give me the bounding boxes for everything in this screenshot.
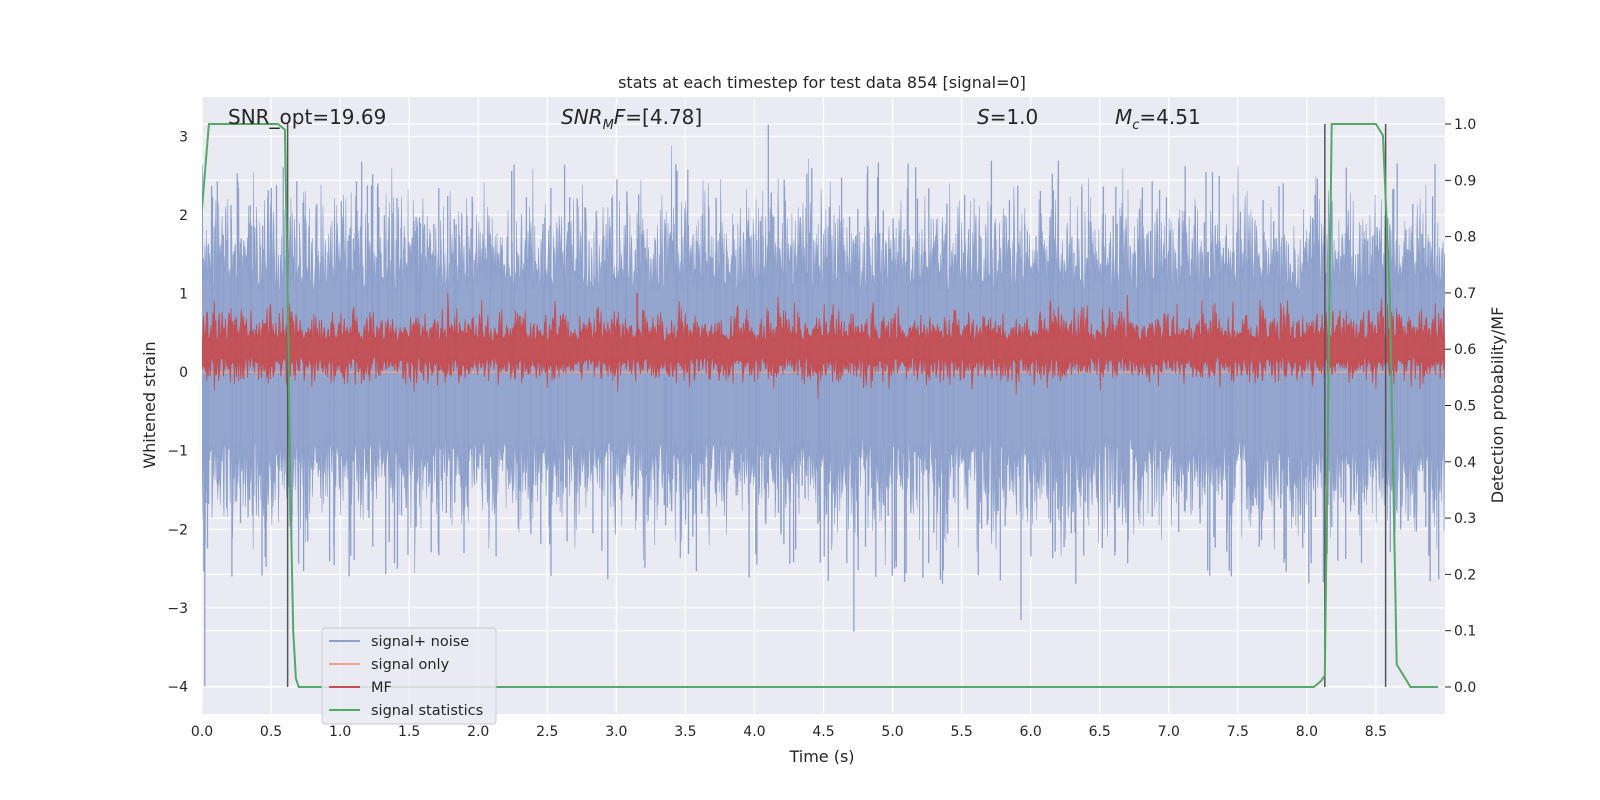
x-tick-label: 6.5 — [1089, 724, 1111, 740]
y-tick-label: 0 — [179, 365, 188, 381]
y2-tick-label: 0.9 — [1454, 173, 1476, 189]
y2-tick-label: 0.3 — [1454, 511, 1476, 527]
x-tick-label: 8.5 — [1365, 724, 1387, 740]
x-tick-label: 1.0 — [329, 724, 351, 740]
legend-label-mf: MF — [371, 680, 392, 696]
series-layer — [202, 123, 1445, 688]
annotation-snr-mf-value: =[4.78] — [625, 105, 702, 129]
y-axis-right: 1.0 0.9 0.8 0.7 0.6 0.5 0.4 0.3 0.2 0.1 0.0 — [1445, 117, 1476, 696]
x-tick-label: 0.5 — [260, 724, 282, 740]
x-tick-label: 1.5 — [398, 724, 420, 740]
y2-tick-label: 0.5 — [1454, 399, 1476, 415]
annotation-snr-mf-sub: M — [603, 118, 614, 133]
y-tick-label: −2 — [167, 522, 188, 538]
y-tick-label: −1 — [167, 444, 188, 460]
y2-tick-label: 0.8 — [1454, 230, 1476, 246]
annotation-mc-value: =4.51 — [1139, 105, 1200, 129]
y2-tick-label: 0.6 — [1454, 342, 1476, 358]
x-tick-label: 8.0 — [1296, 724, 1318, 740]
series-mf — [202, 292, 1445, 399]
x-tick-label: 3.5 — [674, 724, 696, 740]
legend-label-signal-statistics: signal statistics — [371, 703, 483, 719]
annotation-snr-mf-label2: F — [614, 105, 626, 129]
y2-tick-label: 0.7 — [1454, 286, 1476, 302]
y-tick-label: 2 — [179, 208, 188, 224]
annotation-s: S=1.0 — [977, 105, 1038, 129]
x-tick-label: 6.0 — [1020, 724, 1042, 740]
y-axis-label: Whitened strain — [140, 341, 159, 468]
x-tick-label: 0.0 — [191, 724, 213, 740]
annotation-mc-sub: c — [1132, 118, 1139, 133]
legend-label-signal-noise: signal+ noise — [371, 634, 469, 650]
y-tick-label: 3 — [179, 129, 188, 145]
y2-axis-label: Detection probability/MF — [1488, 307, 1507, 504]
legend: signal+ noise signal only MF signal stat… — [321, 627, 497, 725]
annotation-mc: Mc=4.51 — [1115, 105, 1201, 133]
annotation-snr-mf: SNRMF=[4.78] — [561, 105, 702, 133]
x-tick-label: 7.0 — [1158, 724, 1180, 740]
x-tick-label: 5.0 — [881, 724, 903, 740]
y2-tick-label: 0.1 — [1454, 624, 1476, 640]
annotation-snr-opt: SNR_opt=19.69 — [228, 105, 386, 129]
y2-tick-label: 1.0 — [1454, 117, 1476, 133]
y2-tick-label: 0.0 — [1454, 680, 1476, 696]
x-axis-label: Time (s) — [788, 747, 854, 766]
x-tick-label: 5.5 — [950, 724, 972, 740]
y-tick-label: −4 — [167, 679, 188, 695]
x-tick-label: 2.0 — [467, 724, 489, 740]
legend-label-signal-only: signal only — [371, 657, 450, 673]
x-tick-label: 3.0 — [605, 724, 627, 740]
x-tick-label: 7.5 — [1227, 724, 1249, 740]
annotation-s-label: S — [977, 105, 990, 129]
annotation-s-value: =1.0 — [990, 105, 1039, 129]
legend-box — [321, 627, 497, 725]
x-axis: 0.0 0.5 1.0 1.5 2.0 2.5 3.0 3.5 4.0 4.5 5.0 5.5 6.0 6… — [191, 724, 1387, 740]
y2-tick-label: 0.2 — [1454, 567, 1476, 583]
x-tick-label: 4.0 — [743, 724, 765, 740]
series-signal-statistics — [202, 123, 1439, 688]
y2-tick-label: 0.4 — [1454, 455, 1476, 471]
y-tick-label: −3 — [167, 601, 188, 617]
y-axis-left: 3 2 1 0 −1 −2 −3 −4 — [167, 129, 188, 695]
x-tick-label: 2.5 — [536, 724, 558, 740]
annotation-snr-mf-label: SNR — [561, 105, 603, 129]
series-signal-noise-spikes — [203, 124, 1440, 687]
x-tick-label: 4.5 — [812, 724, 834, 740]
annotation-mc-label: M — [1115, 105, 1132, 129]
y-tick-label: 1 — [179, 286, 188, 302]
chart-title: stats at each timestep for test data 854… — [618, 73, 1026, 92]
